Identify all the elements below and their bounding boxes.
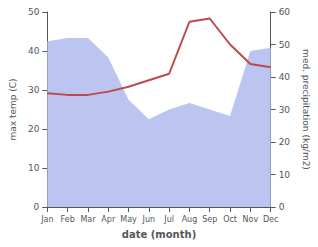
svg-text:Dec: Dec (263, 215, 278, 224)
svg-text:10: 10 (28, 163, 40, 173)
svg-text:40: 40 (28, 46, 40, 56)
svg-text:0: 0 (279, 202, 285, 212)
svg-text:Aug: Aug (182, 215, 198, 224)
svg-text:40: 40 (279, 72, 291, 82)
svg-text:50: 50 (279, 40, 291, 50)
svg-text:30: 30 (28, 85, 40, 95)
svg-text:Apr: Apr (101, 215, 116, 224)
svg-text:50: 50 (28, 7, 40, 17)
svg-text:Feb: Feb (61, 215, 75, 224)
svg-text:Jul: Jul (163, 215, 174, 224)
svg-text:10: 10 (279, 170, 291, 180)
svg-text:20: 20 (28, 124, 40, 134)
svg-text:Sep: Sep (202, 215, 217, 224)
svg-text:0: 0 (34, 202, 40, 212)
svg-text:30: 30 (279, 105, 291, 115)
svg-text:Jun: Jun (142, 215, 156, 224)
svg-text:May: May (120, 215, 137, 224)
svg-text:Oct: Oct (223, 215, 237, 224)
svg-text:Nov: Nov (243, 215, 259, 224)
svg-text:max temp (C): max temp (C) (8, 78, 18, 140)
svg-text:Jan: Jan (40, 215, 53, 224)
svg-text:60: 60 (279, 7, 291, 17)
svg-text:Mar: Mar (80, 215, 96, 224)
svg-text:20: 20 (279, 137, 291, 147)
svg-text:date (month): date (month) (122, 229, 196, 240)
svg-text:med. precipitation (kg/m2): med. precipitation (kg/m2) (301, 49, 311, 170)
